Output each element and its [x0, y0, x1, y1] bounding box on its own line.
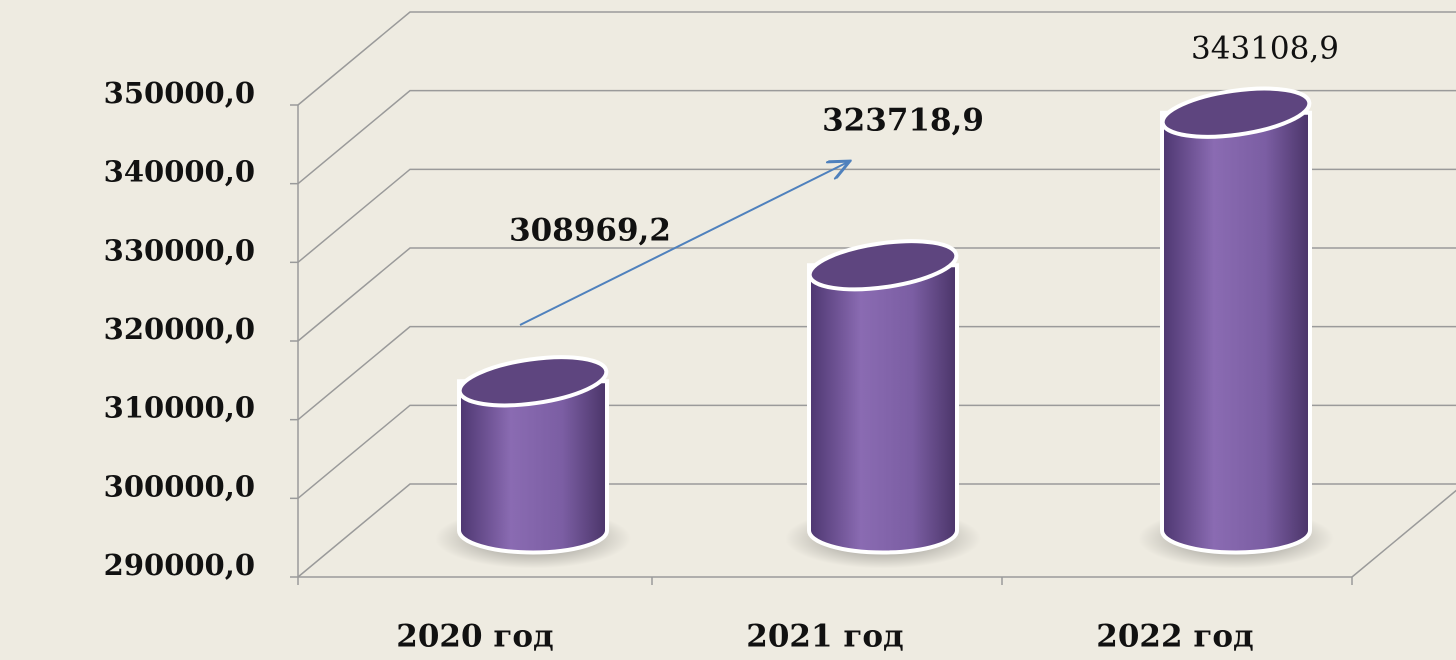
grid-line: [297, 168, 1456, 263]
y-tick-label: 320000,0: [104, 312, 255, 346]
bar-top: [457, 355, 609, 408]
x-tick-label: 2021 год: [746, 619, 903, 655]
y-tick-label: 300000,0: [104, 469, 255, 503]
grid-line: [297, 247, 1456, 342]
grid-line: [297, 325, 1456, 421]
bar-top: [807, 239, 959, 292]
data-label: 343108,9: [1191, 31, 1339, 67]
grid-line: [297, 483, 1456, 578]
floor-edge: [1351, 489, 1456, 578]
labels: 308969,2 2020 год 323718,9 2021 год 343108,9…: [396, 31, 1339, 655]
bar: [1160, 110, 1312, 555]
y-tick-label: 350000,0: [104, 76, 255, 110]
bars: [435, 86, 1334, 569]
bar: [457, 379, 609, 555]
trend-arrow: [519, 162, 848, 326]
y-tick-label: 330000,0: [104, 233, 255, 267]
grid-line: [297, 11, 1456, 106]
x-tick-label: 2020 год: [396, 619, 553, 655]
y-tick-label: 310000,0: [104, 391, 255, 425]
grid-line: [297, 89, 1456, 185]
y-tick-label: 290000,0: [104, 548, 255, 582]
grid: 290000,0 300000,0 310000,0 320000,0 330000,0…: [104, 11, 1456, 585]
bar-top: [1160, 86, 1312, 139]
data-label: 308969,2: [509, 213, 671, 249]
data-label: 323718,9: [822, 103, 984, 139]
bar: [807, 263, 959, 555]
y-tick-label: 340000,0: [104, 155, 255, 189]
x-tick-label: 2022 год: [1096, 619, 1253, 655]
grid-line: [297, 404, 1456, 499]
